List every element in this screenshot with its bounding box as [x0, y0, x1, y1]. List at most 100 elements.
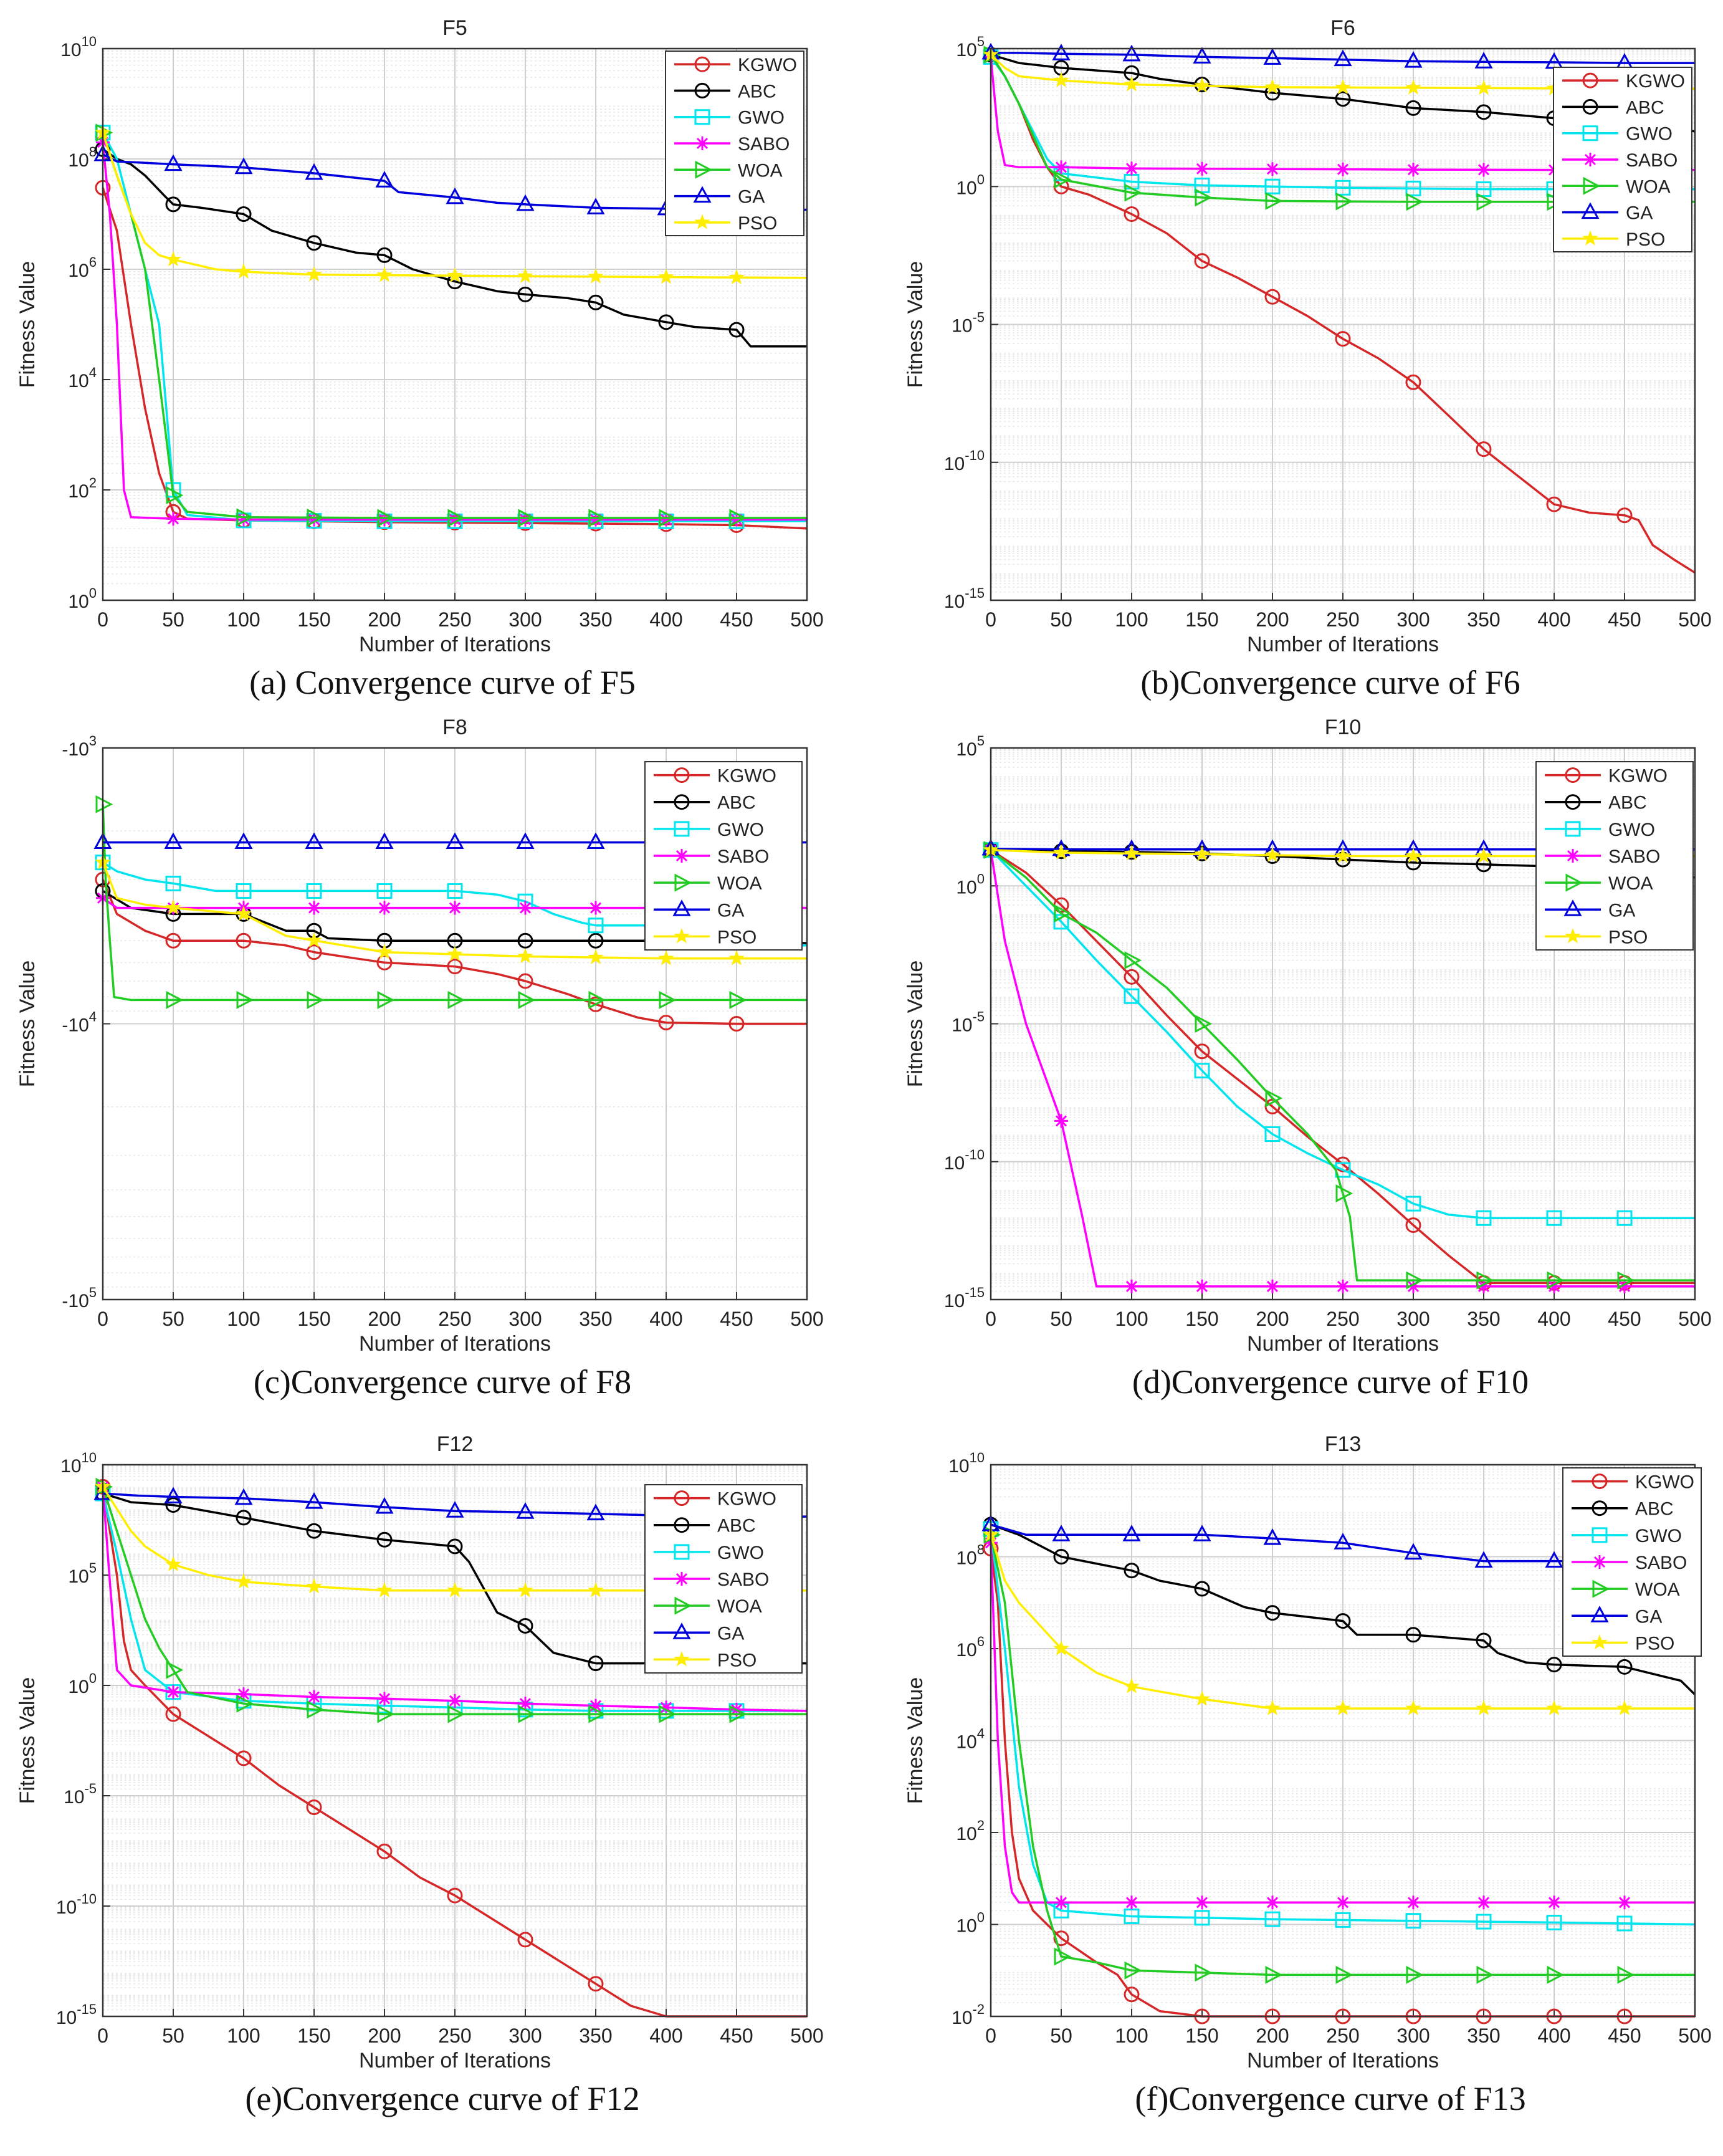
WOA-marker-0 — [95, 795, 113, 813]
PSO-marker-2 — [1124, 1678, 1140, 1694]
chart-title: F13 — [1325, 1432, 1362, 1456]
GWO-marker-1 — [165, 875, 181, 891]
chart-title: F8 — [442, 716, 467, 739]
SABO-marker-4 — [1266, 162, 1279, 176]
axes-frame — [990, 747, 1696, 1301]
chart-F10: 10-15 10-10 10-5 100 105 0 50 100 150 200 250 300 35… — [904, 716, 1712, 1401]
PSO-marker-6 — [517, 1582, 533, 1598]
PSO-marker-4 — [376, 267, 393, 282]
PSO-marker-4 — [1264, 846, 1281, 862]
series-line-ABC — [102, 1492, 807, 1665]
PSO-marker-2 — [236, 1573, 252, 1589]
y-tick-label-5: 1010 — [60, 1450, 97, 1477]
x-tick-label-5: 250 — [1326, 1308, 1359, 1330]
x-tick-label-6: 300 — [1396, 2024, 1429, 2047]
PSO-marker-7 — [1476, 1700, 1492, 1715]
x-tick-label-7: 350 — [1467, 1308, 1500, 1330]
x-axis-label: Number of Iterations — [359, 633, 551, 656]
GA-marker-6 — [1404, 1543, 1423, 1560]
KGWO-marker-6 — [517, 1932, 533, 1948]
ABC-marker-1 — [165, 1497, 181, 1513]
legend-GA-marker-0 — [1590, 1606, 1609, 1622]
x-tick-label-7: 350 — [1467, 608, 1500, 631]
KGWO-marker-3 — [306, 944, 322, 961]
SABO-marker-7 — [1477, 1895, 1491, 1910]
x-tick-label-2: 100 — [227, 2024, 260, 2047]
x-tick-label-8: 400 — [649, 608, 682, 631]
x-tick-label-8: 400 — [1537, 608, 1570, 631]
legend-SABO-marker-0 — [1593, 1555, 1606, 1569]
PSO-marker-1 — [1053, 1640, 1069, 1655]
SABO-marker-5 — [1336, 162, 1350, 176]
SABO-marker-2 — [1125, 1895, 1138, 1910]
KGWO-marker-2 — [1124, 1986, 1140, 2003]
KGWO-marker-7 — [588, 1976, 604, 1992]
series-line-SABO — [990, 850, 1695, 1288]
x-tick-label-1: 50 — [162, 608, 184, 631]
PSO-marker-2 — [1124, 845, 1140, 861]
WOA-marker-7 — [588, 509, 606, 527]
x-axis-label: Number of Iterations — [359, 2049, 551, 2072]
WOA-marker-6 — [1406, 1271, 1424, 1290]
ABC-marker-4 — [376, 247, 393, 263]
KGWO-marker-7 — [1476, 441, 1492, 458]
GWO-marker-7 — [1476, 181, 1492, 198]
PSO-marker-2 — [1124, 76, 1140, 92]
legend-PSO-marker-0 — [1592, 1634, 1608, 1650]
x-tick-label-2: 100 — [1115, 2024, 1148, 2047]
x-tick-label-4: 200 — [1256, 2024, 1289, 2047]
x-tick-label-9: 450 — [720, 2024, 753, 2047]
x-tick-label-7: 350 — [579, 2024, 612, 2047]
x-tick-label-6: 300 — [508, 608, 542, 631]
axes-frame — [102, 1464, 808, 2018]
KGWO-marker-5 — [447, 1887, 463, 1904]
ABC-marker-2 — [1124, 1563, 1140, 1579]
y-tick-label-0: 10-2 — [952, 2001, 985, 2028]
x-axis-label: Number of Iterations — [1247, 1332, 1439, 1356]
ABC-marker-6 — [1405, 100, 1421, 116]
GWO-marker-2 — [236, 883, 252, 899]
GA-marker-1 — [1052, 44, 1071, 60]
legend-WOA-marker-0 — [695, 160, 713, 179]
WOA-marker-5 — [447, 509, 465, 527]
legend-label-ABC: ABC — [717, 793, 756, 813]
PSO-marker-4 — [376, 944, 393, 959]
legend-label-WOA: WOA — [738, 160, 783, 181]
x-tick-label-1: 50 — [1050, 608, 1072, 631]
ABC-marker-8 — [658, 314, 674, 330]
GWO-marker-8 — [1546, 1210, 1562, 1226]
WOA-marker-8 — [1547, 1965, 1565, 1984]
y-tick-label-4: 106 — [956, 1634, 985, 1660]
legend-label-GWO: GWO — [1626, 124, 1673, 145]
x-tick-label-0: 0 — [97, 2024, 108, 2047]
x-axis-label: Number of Iterations — [1247, 2049, 1439, 2072]
PSO-marker-6 — [1405, 79, 1421, 95]
axes-frame — [102, 747, 808, 1301]
y-tick-label-2: 104 — [68, 365, 97, 391]
PSO-marker-8 — [1546, 1700, 1562, 1715]
KGWO-marker-1 — [165, 932, 181, 949]
x-tick-label-1: 50 — [162, 2024, 184, 2047]
GWO-marker-9 — [1616, 1915, 1633, 1932]
SABO-marker-8 — [659, 1700, 673, 1715]
PSO-marker-3 — [1194, 1690, 1210, 1706]
PSO-marker-5 — [1335, 79, 1351, 95]
GWO-marker-6 — [1405, 1195, 1421, 1212]
GWO-marker-5 — [447, 883, 463, 899]
KGWO-marker-2 — [236, 932, 252, 949]
x-tick-label-4: 200 — [1256, 1308, 1289, 1330]
legend-label-GA: GA — [1626, 203, 1653, 224]
legend: KGWO ABC GWO SABO WOA GA PSO — [1562, 1467, 1702, 1657]
y-tick-label-3: 100 — [68, 1670, 97, 1697]
y-tick-label-0: 10-15 — [944, 585, 985, 612]
legend-label-SABO: SABO — [1626, 150, 1678, 171]
SABO-marker-6 — [1406, 163, 1420, 177]
WOA-marker-8 — [659, 509, 677, 527]
SABO-marker-3 — [1195, 1895, 1209, 1910]
legend-label-GWO: GWO — [738, 108, 785, 128]
ABC-marker-9 — [728, 322, 745, 338]
PSO-marker-2 — [236, 263, 252, 279]
KGWO-marker-9 — [728, 1016, 745, 1032]
x-tick-label-6: 300 — [1396, 608, 1429, 631]
